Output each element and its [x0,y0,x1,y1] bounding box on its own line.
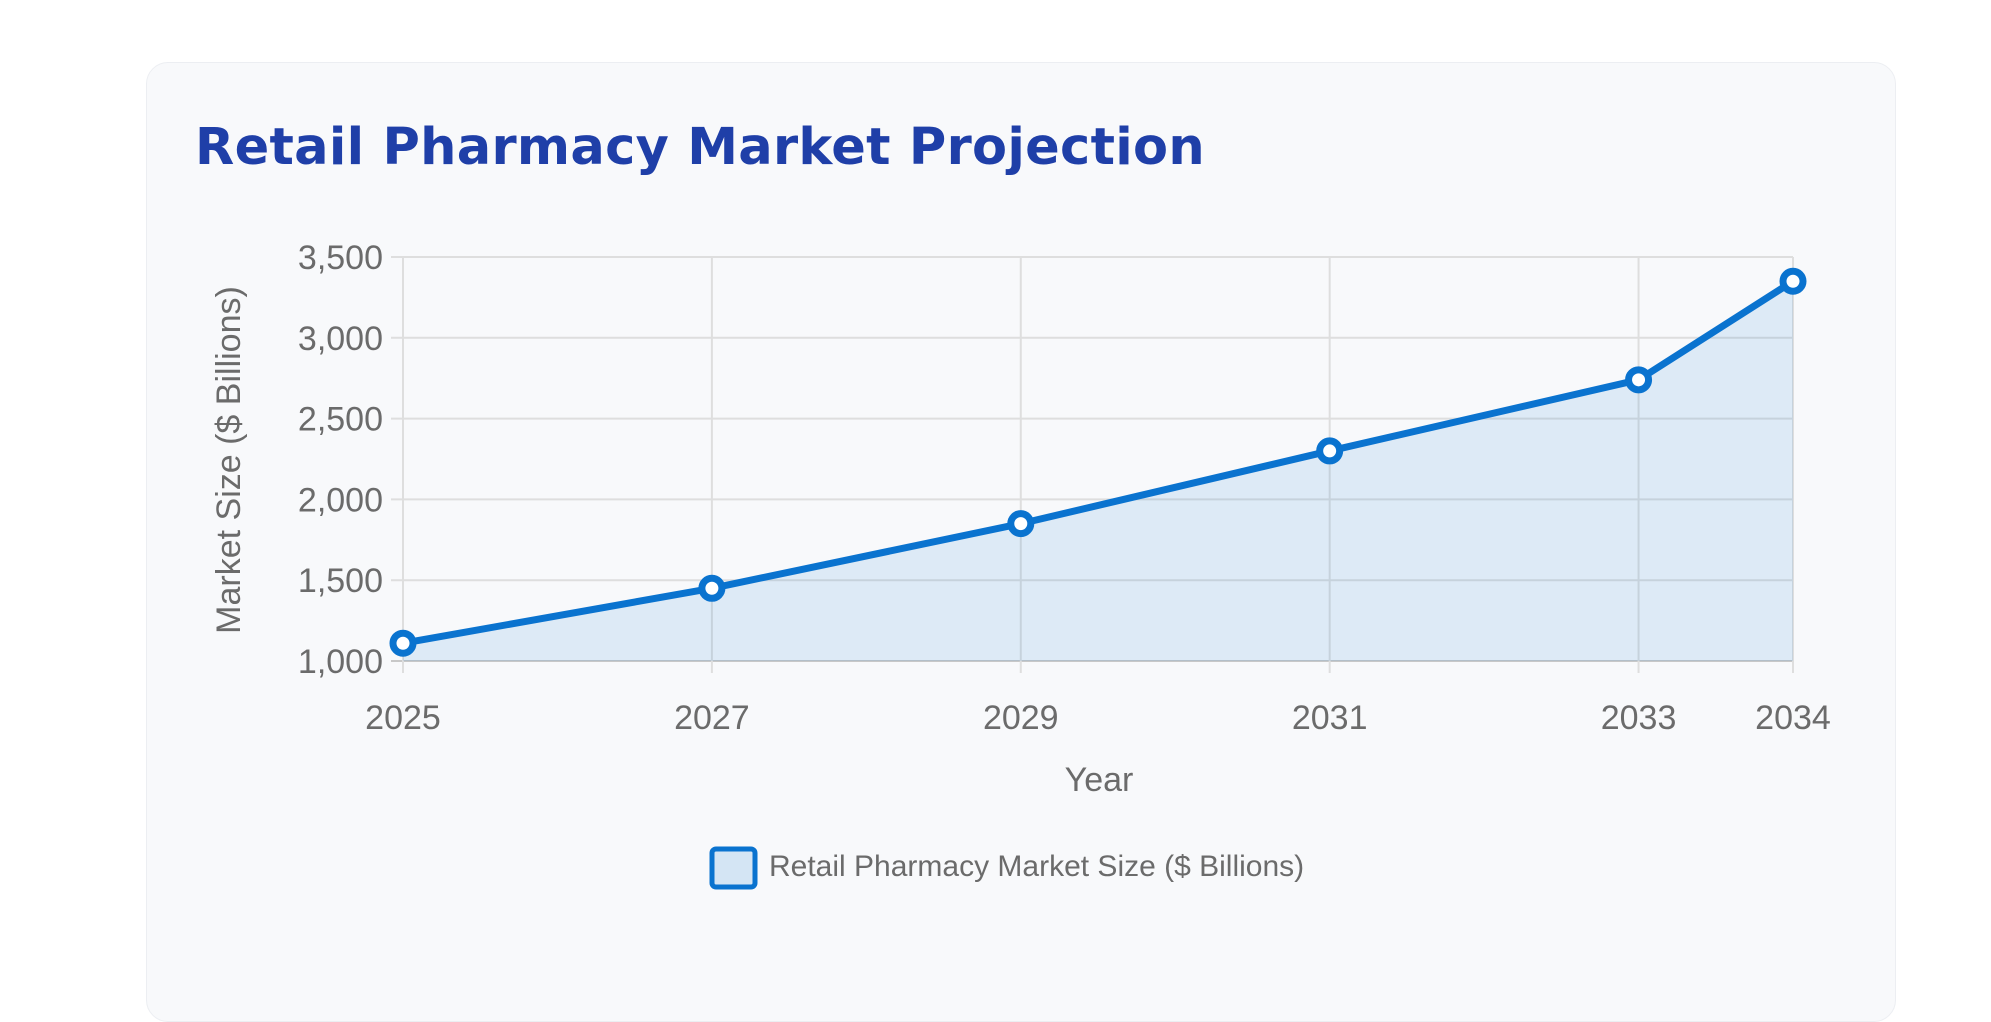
x-tick-label: 2025 [365,699,441,737]
y-tick-label: 3,500 [298,239,383,277]
data-point[interactable] [389,629,417,657]
y-tick-label: 1,500 [298,562,383,600]
data-point[interactable] [698,574,726,602]
series-line [399,277,1797,647]
data-points [389,267,1807,657]
x-axis-title: Year [1065,761,1134,799]
legend-swatch [709,846,758,890]
chart-title: Retail Pharmacy Market Projection [195,118,1205,177]
y-tick-label: 2,500 [298,401,383,439]
y-tick-label: 3,000 [298,320,383,358]
area-fill-layer [403,281,1793,661]
x-tick-label: 2031 [1292,699,1368,737]
x-axis-ticks: 2025 2027 2029 2031 2033 2034 [365,699,1831,737]
x-tick-label: 2027 [674,699,750,737]
legend-label: Retail Pharmacy Market Size ($ Billions) [769,850,1304,883]
grid-lines [391,256,1794,673]
x-tick-label: 2034 [1755,699,1831,737]
x-tick-label: 2033 [1601,699,1677,737]
data-point[interactable] [1316,437,1344,465]
y-axis-ticks: 1,000 1,500 2,000 2,500 3,000 3,500 [298,239,383,681]
y-tick-label: 2,000 [298,481,383,519]
data-point[interactable] [1007,510,1035,538]
y-tick-label: 1,000 [298,643,383,681]
x-tick-label: 2029 [983,699,1059,737]
data-point[interactable] [1625,366,1653,394]
y-axis-title: Market Size ($ Billions) [210,286,248,634]
legend[interactable]: Retail Pharmacy Market Size ($ Billions) [709,846,1304,890]
series-area-fill [403,281,1793,661]
series-line-layer [399,277,1797,647]
data-point[interactable] [1779,267,1807,295]
